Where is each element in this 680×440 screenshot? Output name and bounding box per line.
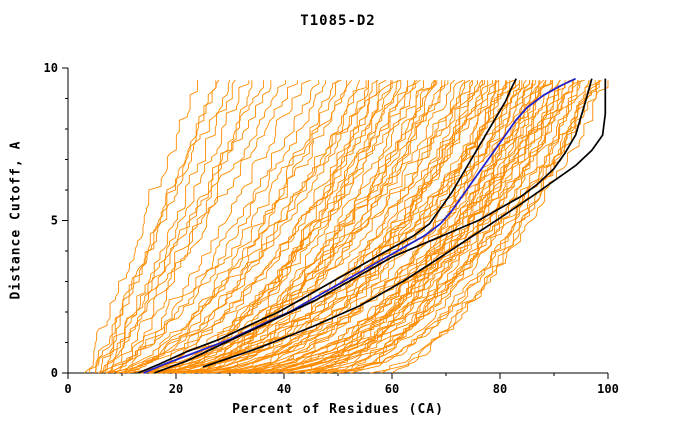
ensemble-curve bbox=[391, 79, 601, 374]
ensemble-curve bbox=[147, 80, 367, 374]
ensemble-curve bbox=[105, 80, 272, 373]
ensemble-curve bbox=[105, 79, 236, 374]
ensemble-curve bbox=[192, 80, 486, 374]
ensemble-curve bbox=[112, 80, 369, 374]
ensemble-curve bbox=[241, 80, 554, 374]
ensemble-curve bbox=[178, 79, 571, 374]
ensemble-curve bbox=[350, 80, 591, 374]
x-tick-label: 60 bbox=[385, 382, 399, 396]
ensemble-curve bbox=[95, 80, 217, 373]
ensemble-curve bbox=[132, 79, 352, 374]
ensemble-curve bbox=[182, 80, 416, 374]
ensemble-curve bbox=[283, 80, 536, 374]
ensemble-curve bbox=[100, 79, 220, 374]
ensemble-curve bbox=[139, 80, 402, 374]
ensemble-curve bbox=[209, 80, 478, 374]
ensemble-curve bbox=[172, 79, 545, 374]
ensemble-curve bbox=[110, 80, 298, 373]
ensemble-curve bbox=[160, 80, 436, 374]
ensemble-curve bbox=[83, 80, 198, 374]
ensemble-curve bbox=[294, 80, 540, 374]
ensemble-curve bbox=[186, 80, 511, 374]
ensemble-curve bbox=[381, 80, 609, 374]
ensemble-curve bbox=[213, 80, 508, 374]
ensemble-curve bbox=[106, 80, 320, 374]
x-tick-label: 20 bbox=[169, 382, 183, 396]
ensemble-curve bbox=[352, 80, 534, 374]
model-highlight-black-2 bbox=[154, 78, 593, 374]
ensemble-curve bbox=[149, 79, 471, 374]
ensemble-curve bbox=[110, 80, 327, 374]
ensemble-curve bbox=[122, 79, 311, 374]
ensemble-curve bbox=[98, 80, 287, 374]
ensemble-curve bbox=[118, 80, 361, 374]
ensemble-curve bbox=[103, 80, 250, 373]
model-highlight-black-3 bbox=[202, 78, 607, 368]
ensemble-curve bbox=[127, 79, 418, 374]
ensemble-curve bbox=[94, 80, 231, 374]
ensemble-curve bbox=[143, 79, 401, 374]
x-axis-label: Percent of Residues (CA) bbox=[232, 402, 444, 417]
x-tick-label: 100 bbox=[597, 382, 619, 396]
ensemble-curve bbox=[310, 79, 602, 374]
ensemble-curve bbox=[198, 80, 489, 374]
ensemble-curve bbox=[175, 80, 474, 374]
x-tick-label: 0 bbox=[64, 382, 71, 396]
ensemble-curve bbox=[138, 79, 421, 374]
ensemble-curve bbox=[179, 80, 466, 374]
x-tick-label: 40 bbox=[277, 382, 291, 396]
ensemble-curve bbox=[116, 80, 378, 374]
y-tick-label: 5 bbox=[51, 214, 58, 228]
ensemble-curve bbox=[202, 80, 580, 374]
ensemble-curve bbox=[176, 80, 449, 374]
y-tick-label: 0 bbox=[51, 366, 58, 380]
ensemble-curve bbox=[304, 80, 561, 374]
ensemble-curve bbox=[188, 79, 464, 374]
ensemble-curve bbox=[116, 80, 253, 374]
ensemble-curve bbox=[97, 79, 342, 374]
ensemble-curve bbox=[319, 80, 574, 374]
ensemble-curve bbox=[262, 80, 574, 374]
ensemble-curve bbox=[312, 80, 566, 374]
ensemble-curve bbox=[327, 80, 600, 374]
ensemble-curve bbox=[154, 80, 520, 374]
ensemble-curve bbox=[156, 80, 436, 374]
ensemble-curve bbox=[149, 79, 483, 374]
ensemble-curve bbox=[105, 80, 348, 374]
ensemble-curve bbox=[154, 79, 387, 374]
ensemble-curve bbox=[267, 80, 496, 374]
ensemble-curve bbox=[235, 80, 551, 374]
model-highlight-blue bbox=[143, 77, 576, 374]
ensemble-curve bbox=[89, 80, 264, 373]
y-tick-label: 10 bbox=[44, 61, 58, 75]
model-highlight-black-1 bbox=[137, 78, 517, 374]
chart-title: T1085-D2 bbox=[300, 13, 376, 29]
ensemble-curve bbox=[327, 79, 561, 374]
ensemble-curve bbox=[283, 80, 520, 374]
ensemble-curve bbox=[224, 80, 530, 374]
x-tick-label: 80 bbox=[493, 382, 507, 396]
ensemble-curve bbox=[338, 80, 590, 374]
